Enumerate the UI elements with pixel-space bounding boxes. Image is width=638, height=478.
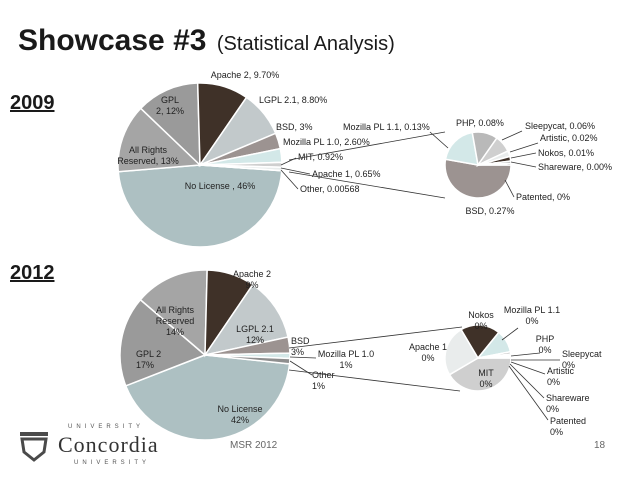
slide-title-row: Showcase #3 (Statistical Analysis): [18, 24, 395, 58]
pie-2009-breakout-leader-nokos: [510, 152, 537, 159]
pie-2009-breakout-leader-shareware: [510, 161, 537, 168]
pie-2012-breakout-slice-patented: [477, 356, 512, 359]
pie-2012-slice-other: [204, 354, 291, 365]
pie-2012-leader-other: [289, 360, 313, 376]
pie-2012-label-gpl-2: GPL 2 17%: [136, 349, 161, 370]
concordia-logo: UNIVERSITY Concordia UNIVERSITY: [16, 424, 166, 468]
pie-2009-slice-no-license: [117, 164, 283, 248]
pie-2009-breakout-label-patented: Patented, 0%: [516, 192, 570, 202]
slide-title: Showcase #3: [18, 24, 207, 57]
footer-venue: MSR 2012: [230, 440, 278, 451]
pie-2012-breakout-leader-artistic: [510, 361, 546, 375]
pie-2012-breakout-leader-mozilla: [501, 327, 519, 341]
logo-university-top: UNIVERSITY: [68, 424, 145, 430]
year-2012-heading: 2012: [10, 262, 55, 284]
pie-2009-breakout-label-sleepycat: Sleepycat, 0.06%: [525, 121, 595, 131]
pie-2009-breakout-label-mozilla-pl-1-1: Mozilla PL 1.1, 0.13%: [343, 122, 430, 132]
pie-2012-breakout-slice-nokos: [460, 324, 500, 360]
pie-2009-breakout-label-artistic: Artistic, 0.02%: [540, 133, 598, 143]
logo-university-bottom: UNIVERSITY: [74, 460, 151, 466]
pie-2009-connector-top: [288, 131, 446, 161]
pie-2012-breakout-slice-apache-1: [444, 328, 480, 376]
pie-2012-breakout-label-shareware: Shareware 0%: [546, 393, 590, 414]
pie-2009-label-mit: MIT, 0.92%: [298, 152, 343, 162]
pie-2012-label-other: Other 1%: [312, 370, 335, 391]
pie-2009-breakout-label-shareware: Shareware, 0.00%: [538, 162, 612, 172]
pie-2012-breakout-label-sleepycat: Sleepycat 0%: [562, 349, 602, 370]
pie-2009-label-apache-1: Apache 1, 0.65%: [312, 169, 381, 179]
pie-2009-slice-all-rights-reserved: [117, 107, 202, 173]
pie-2012-breakout-leader-shareware: [509, 363, 545, 399]
pie-2012-breakout-label-apache-1: Apache 1 0%: [409, 342, 447, 363]
pie-2009-label-other: Other, 0.00568: [300, 184, 360, 194]
pie-2009-label-lgpl-2-1: LGPL 2.1, 8.80%: [259, 95, 327, 105]
pie-2012-label-apache-2: Apache 2 9%: [233, 269, 271, 290]
concordia-shield-icon: [20, 432, 48, 462]
pie-2012-breakout-label-php: PHP 0%: [536, 334, 555, 355]
pie-2012-slice-no-license: [124, 354, 291, 441]
pie-2012-breakout-label-mozilla-pl-1-1: Mozilla PL 1.1 0%: [504, 305, 560, 326]
pie-2012-slice-all-rights-reserved: [139, 269, 208, 357]
pie-2009-breakout-label-bsd: BSD, 0.27%: [465, 206, 514, 216]
pie-2009-label-apache-2: Apache 2, 9.70%: [211, 70, 280, 80]
pie-2009-breakout-label-nokos: Nokos, 0.01%: [538, 148, 594, 158]
pie-2009-label-all-rights-reserved: All Rights Reserved, 13%: [117, 145, 179, 166]
year-2009-heading: 2009: [10, 92, 55, 114]
pie-2012-label-all-rights-reserved: All Rights Reserved 14%: [156, 305, 195, 337]
pie-2012-label-no-license: No License 42%: [217, 404, 262, 425]
pie-2009-breakout-leader-sleepycat: [501, 130, 523, 141]
pie-2009-label-mozilla-pl-1-0: Mozilla PL 1.0, 2.60%: [283, 137, 370, 147]
pie-2009-breakout-leader-mozilla: [429, 131, 449, 149]
slide-subtitle: (Statistical Analysis): [216, 33, 395, 55]
pie-2009-leader-other: [280, 169, 299, 190]
pie-2009-label-no-license: No License , 46%: [185, 181, 256, 191]
pie-2009-connector-bottom: [288, 171, 446, 199]
pie-2012-label-bsd: BSD 3%: [291, 336, 310, 357]
pie-2012-breakout-label-artistic: Artistic 0%: [547, 366, 575, 387]
pie-2012-slice-lgpl-2-1: [203, 283, 289, 357]
logo-name: Concordia: [58, 432, 159, 457]
pie-2009-slice-gpl-2: [139, 82, 201, 167]
pie-2009-label-gpl-2: GPL 2, 12%: [156, 95, 184, 116]
pie-2012-connector-bottom: [288, 369, 461, 392]
pie-2009-breakout-leader-patented: [504, 179, 515, 198]
page-number: 18: [594, 440, 606, 451]
pie-2009-leader-apache1: [280, 167, 311, 175]
pie-2012-label-lgpl-2-1: LGPL 2.1 12%: [236, 324, 274, 345]
pie-2012-breakout-label-nokos: Nokos 0%: [468, 310, 494, 331]
pie-2009-breakout-leader-artistic: [509, 142, 539, 153]
pie-2012-breakout-label-patented: Patented 0%: [550, 416, 586, 437]
pie-2009-breakout-slice-bsd: [444, 158, 512, 199]
pie-2009-breakout-label-php: PHP, 0.08%: [456, 118, 504, 128]
pie-2012-breakout-label-mit: MIT 0%: [478, 368, 494, 389]
pie-2009-label-bsd: BSD, 3%: [276, 122, 313, 132]
pie-2009-breakout-slice-patented: [477, 162, 512, 166]
pie-2012-slice-gpl-2: [119, 298, 207, 387]
pie-2012-label-mozilla-pl-1-0: Mozilla PL 1.0 1%: [318, 349, 374, 370]
pie-2012-breakout-leader-patented: [508, 365, 549, 421]
pie-2012-leader-mozilla: [289, 356, 317, 359]
pie-2012-connector-top: [288, 326, 463, 349]
pie-2012-breakout-leader-php: [510, 352, 541, 357]
pie-2009-breakout-slice-mozilla-pl-1-1: [444, 131, 479, 166]
